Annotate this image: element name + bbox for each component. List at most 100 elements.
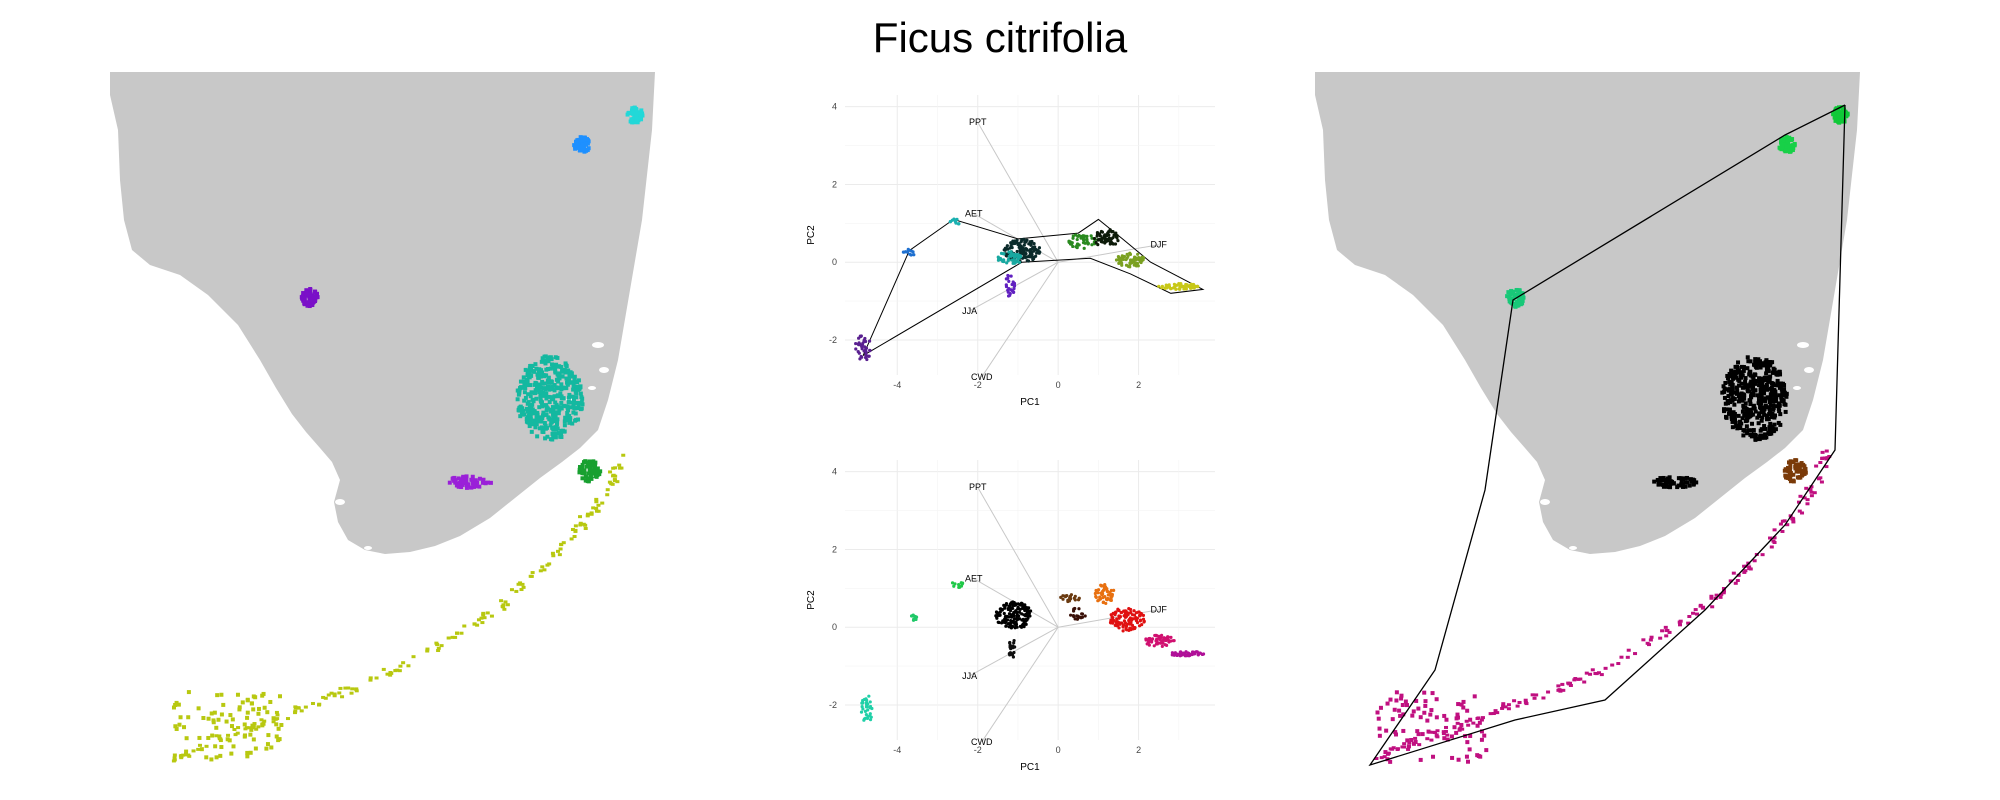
- map-cell: [209, 757, 214, 762]
- map-cell: [523, 367, 528, 372]
- data-point: [1016, 242, 1020, 247]
- map-cell: [607, 480, 612, 484]
- map-cell: [1383, 750, 1388, 755]
- map-cell: [573, 524, 578, 528]
- map-cell: [1794, 469, 1799, 474]
- map-cell: [1742, 396, 1747, 401]
- map-cell: [274, 722, 279, 727]
- map-cell: [1461, 705, 1466, 710]
- map-cell: [434, 641, 439, 645]
- map-cell: [534, 396, 539, 401]
- data-point: [1075, 242, 1080, 246]
- map-cell: [389, 671, 394, 675]
- data-point: [1083, 614, 1087, 618]
- data-point: [1012, 650, 1016, 655]
- data-point: [1031, 249, 1036, 253]
- data-point: [1169, 635, 1173, 639]
- map-cell: [519, 385, 524, 390]
- map-cell: [534, 386, 539, 391]
- map-cell: [1791, 472, 1796, 477]
- map-cell: [1401, 728, 1406, 733]
- map-cell: [530, 571, 535, 575]
- map-cell: [1800, 469, 1805, 474]
- map-cell: [548, 407, 553, 412]
- map-cell: [1782, 402, 1787, 407]
- data-point: [1024, 255, 1028, 259]
- map-cell: [528, 394, 533, 399]
- map-cell: [1782, 390, 1787, 395]
- map-cell: [1456, 757, 1461, 762]
- map-cell: [1769, 431, 1774, 436]
- map-cell: [590, 471, 595, 476]
- data-point: [957, 583, 961, 587]
- map-cell: [1730, 389, 1735, 394]
- data-point: [1020, 606, 1025, 610]
- map-cell: [1744, 424, 1749, 429]
- map-cell: [597, 472, 602, 477]
- map-cell: [1756, 379, 1761, 384]
- map-cell: [1493, 709, 1498, 713]
- map-cell: [481, 613, 486, 617]
- map-cell: [565, 410, 570, 415]
- data-point: [1083, 241, 1087, 245]
- map-cell: [577, 148, 582, 153]
- data-point: [1132, 263, 1136, 267]
- map-cell: [1594, 672, 1599, 676]
- map-cell: [1541, 696, 1546, 700]
- data-point: [1138, 260, 1143, 264]
- map-cell: [594, 506, 599, 510]
- map-cell: [452, 478, 457, 483]
- map-cell: [519, 588, 524, 592]
- data-point: [1068, 595, 1072, 599]
- data-point: [1115, 617, 1119, 621]
- map-cell: [634, 107, 639, 112]
- map-cell: [1833, 110, 1838, 115]
- map-cell: [524, 406, 529, 411]
- data-point: [1008, 653, 1012, 657]
- map-cell: [1748, 567, 1753, 571]
- map-cell: [1839, 115, 1844, 120]
- map-cell: [509, 588, 514, 592]
- map-cell: [526, 413, 531, 418]
- data-point: [1094, 588, 1098, 593]
- map-cell: [1375, 710, 1380, 715]
- map-cell: [1765, 361, 1770, 366]
- map-cell: [546, 394, 551, 399]
- data-point: [1069, 613, 1073, 617]
- map-cell: [191, 749, 196, 753]
- left-map: [110, 72, 655, 763]
- grid: [845, 95, 1215, 375]
- data-point: [1095, 230, 1100, 235]
- map-cell: [562, 429, 567, 434]
- map-cell: [1434, 697, 1439, 702]
- map-cell: [1763, 399, 1768, 404]
- map-cell: [518, 414, 523, 419]
- map-cell: [1721, 384, 1726, 389]
- map-cell: [1805, 502, 1810, 506]
- map-cell: [459, 631, 464, 635]
- loading-arrow: [981, 261, 1059, 378]
- map-cell: [1735, 426, 1740, 431]
- map-cell: [1465, 759, 1470, 764]
- map-cell: [1385, 751, 1390, 756]
- map-cell: [326, 693, 331, 697]
- map-cell: [1584, 671, 1589, 675]
- map-cell: [577, 470, 582, 475]
- map-cell: [594, 497, 599, 501]
- data-point: [1009, 252, 1014, 256]
- map-cell: [556, 379, 561, 384]
- map-cell: [1768, 392, 1773, 397]
- map-cell: [557, 553, 562, 557]
- convex-hull: [1368, 104, 1846, 767]
- map-cell: [1764, 367, 1769, 372]
- map-cell: [553, 400, 558, 405]
- map-cell: [1398, 713, 1403, 718]
- data-point: [1128, 265, 1132, 269]
- map-cell: [1729, 379, 1734, 384]
- map-cell: [1399, 696, 1404, 701]
- loading-label: JJA: [962, 306, 977, 316]
- map-cell: [1757, 411, 1762, 416]
- map-cell: [179, 753, 184, 758]
- map-cell: [1761, 384, 1766, 389]
- map-cell: [505, 603, 510, 607]
